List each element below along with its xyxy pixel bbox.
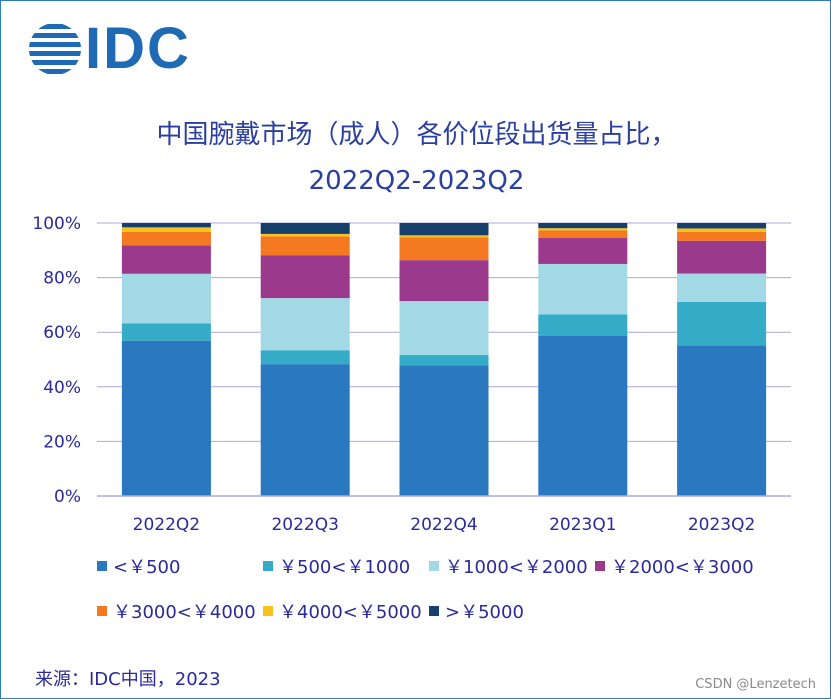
bar-segment [399, 235, 489, 238]
x-tick-label: 2023Q1 [549, 515, 616, 535]
chart-title: 中国腕戴市场（成人）各价位段出货量占比， [156, 120, 677, 150]
bar-segment [399, 354, 489, 366]
bar-segment [260, 255, 350, 299]
legend-item: ￥2000<￥3000 [595, 556, 754, 578]
source-note: 来源：IDC中国，2023 [35, 669, 221, 690]
watermark: CSDN @Lenzetech [695, 677, 816, 692]
bar-segment [538, 223, 628, 229]
legend-label: ￥1000<￥2000 [445, 557, 588, 578]
bar-segment [399, 260, 489, 302]
x-tick-label: 2023Q2 [688, 515, 755, 535]
legend-swatch [595, 561, 605, 571]
bar-segment [121, 231, 211, 246]
legend-swatch [97, 606, 107, 616]
bar-segment [121, 245, 211, 274]
bar-segment [538, 228, 628, 231]
bar-segment [121, 223, 211, 228]
bar-segment [538, 230, 628, 239]
legend-item: >￥5000 [429, 601, 524, 623]
legend-label: ￥2000<￥3000 [611, 557, 754, 578]
bar-segment [260, 233, 350, 237]
y-tick-label: 0% [54, 487, 81, 507]
legend-item: ￥1000<￥2000 [429, 556, 588, 578]
bar-segment [399, 301, 489, 355]
y-tick-label: 20% [43, 432, 81, 452]
bar-segment [538, 238, 628, 264]
chart-subtitle: 2022Q2-2023Q2 [308, 166, 525, 196]
legend-label: <￥500 [113, 557, 181, 578]
bar-segment [677, 232, 767, 241]
legend-item: ￥3000<￥4000 [97, 601, 256, 623]
legend-item: ￥4000<￥5000 [263, 601, 422, 623]
bar-segment [260, 298, 350, 351]
legend-swatch [429, 561, 439, 571]
bar-segment [260, 364, 350, 496]
bar-segment [538, 314, 628, 337]
bar-segment [121, 227, 211, 232]
bar-segment [260, 236, 350, 256]
bar-segment [399, 365, 489, 496]
legend-item: ￥500<￥1000 [263, 556, 411, 578]
bar-segment [399, 237, 489, 261]
bar-segment [677, 240, 767, 274]
bar-segment [538, 263, 628, 315]
bar-segment [121, 323, 211, 341]
bar-segment [677, 301, 767, 346]
bar-segment [677, 273, 767, 302]
bar-segment [677, 345, 767, 496]
x-tick-label: 2022Q4 [410, 515, 477, 535]
legend-label: ￥500<￥1000 [279, 557, 411, 578]
bar-segment [677, 223, 767, 229]
legend-swatch [263, 606, 273, 616]
x-tick-label: 2022Q2 [133, 515, 200, 535]
y-tick-label: 100% [32, 214, 81, 234]
idc-logo-text: IDC [85, 16, 191, 81]
legend-label: ￥4000<￥5000 [279, 602, 422, 623]
idc-globe-icon [29, 24, 81, 74]
legend-label: ￥3000<￥4000 [113, 602, 256, 623]
legend-swatch [429, 606, 439, 616]
legend-swatch [263, 561, 273, 571]
x-tick-label: 2022Q3 [271, 515, 338, 535]
bar-segment [260, 350, 350, 365]
legend-swatch [97, 561, 107, 571]
bar-segment [538, 336, 628, 496]
y-tick-label: 40% [43, 378, 81, 398]
bar-segment [121, 340, 211, 496]
y-tick-label: 60% [43, 323, 81, 343]
bar-segment [677, 228, 767, 233]
bar-segment [121, 273, 211, 324]
y-tick-label: 80% [43, 269, 81, 289]
bar-segment [399, 223, 489, 236]
bar-segment [260, 223, 350, 234]
legend-label: >￥5000 [445, 602, 524, 623]
legend-item: <￥500 [97, 556, 181, 578]
